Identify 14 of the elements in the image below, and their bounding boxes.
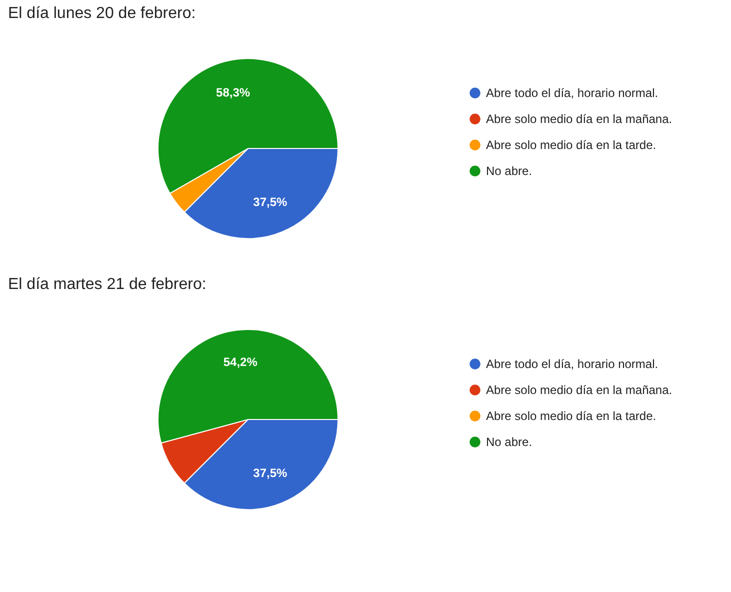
data-label: 37,5% bbox=[253, 195, 288, 210]
legend-label: Abre solo medio día en la tarde. bbox=[486, 138, 656, 152]
legend-label: No abre. bbox=[486, 435, 532, 449]
legend-label: Abre solo medio día en la tarde. bbox=[486, 409, 656, 423]
chart-title: El día lunes 20 de febrero: bbox=[8, 5, 196, 22]
legend-label: Abre solo medio día en la mañana. bbox=[486, 112, 672, 126]
legend-label: Abre todo el día, horario normal. bbox=[486, 357, 658, 371]
chart-title: El día martes 21 de febrero: bbox=[8, 276, 206, 293]
data-label: 58,3% bbox=[216, 85, 250, 100]
legend-label: Abre solo medio día en la mañana. bbox=[486, 383, 672, 397]
legend-label: Abre todo el día, horario normal. bbox=[486, 86, 658, 100]
legend-label: No abre. bbox=[486, 164, 532, 178]
data-label: 37,5% bbox=[253, 466, 288, 480]
data-label: 54,2% bbox=[223, 355, 258, 370]
